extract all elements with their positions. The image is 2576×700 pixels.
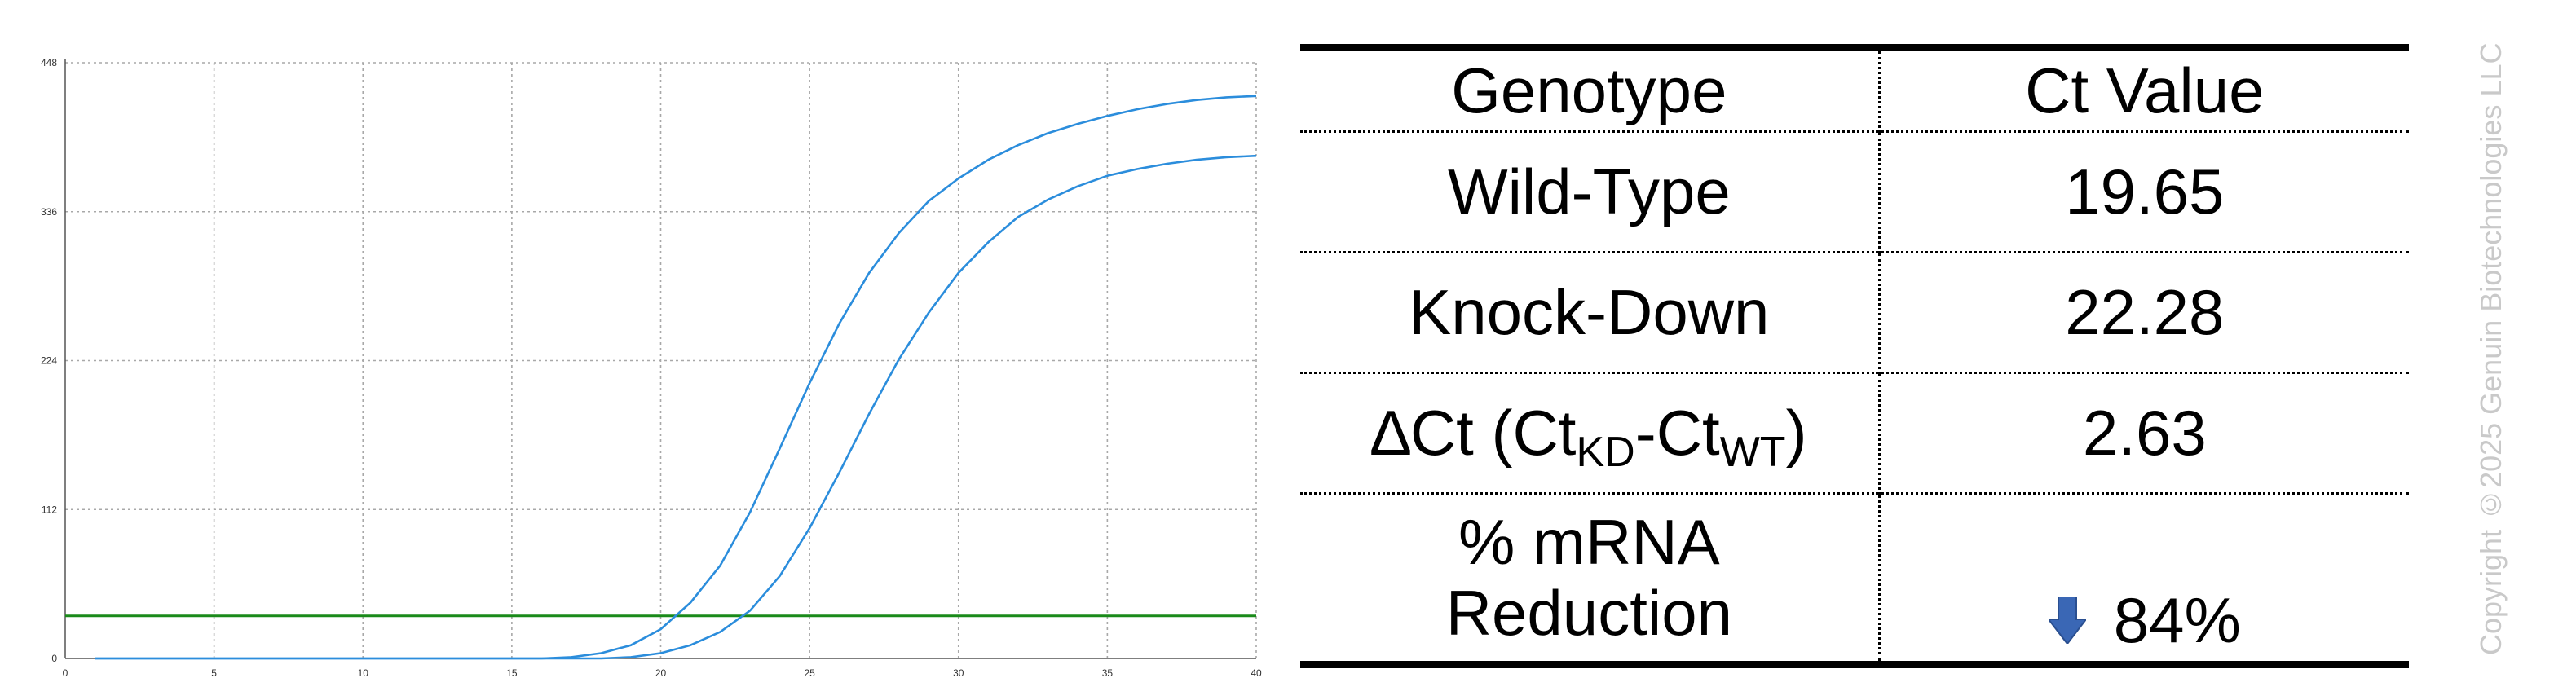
x-tick-label-20: 20 [655,667,667,679]
table-row-knock-down: Knock-Down 22.28 [1300,251,2409,373]
table-row-wild-type: Wild-Type 19.65 [1300,130,2409,253]
table-row-delta-ct: ∆Ct (CtKD-CtWT) 2.63 [1300,372,2409,494]
x-tick-label-5: 5 [211,667,217,679]
amplification-curve-1 [95,95,1257,660]
x-tick-label-10: 10 [358,667,369,679]
delta-ct-value: 2.63 [1879,372,2409,494]
ct-value-header: Ct Value [2025,54,2265,126]
y-tick-label-112: 112 [42,504,57,515]
results-table: Genotype Ct Value Wild-Type 19.65 Knock-… [1300,44,2409,668]
amplification-curve-2 [95,154,1257,660]
delta-ct-label: ∆Ct (CtKD-CtWT) [1300,372,1881,494]
reduction-value-cell: 84% [1879,492,2409,665]
reduction-label-line1: % mRNA [1458,505,1720,578]
y-tick-label-0: 0 [51,653,57,664]
reduction-label-line2: Reduction [1445,577,1732,649]
table-row-reduction: % mRNA Reduction 84% [1300,492,2409,665]
delta-ct-suffix: ) [1785,396,1807,469]
reduction-label: % mRNA Reduction [1300,492,1881,665]
copyright-watermark: Copyright ©2025 Genuin Biotechnologies L… [2474,42,2508,655]
header-row: Genotype Ct Value [1300,47,2409,132]
amplification-plot: 0 5 10 15 20 25 30 35 40 0 112 224 336 448 [41,57,1262,679]
reduction-value: 84% [2113,583,2241,656]
x-tick-label-35: 35 [1102,667,1114,679]
y-tick-label-224: 224 [41,355,57,367]
y-tick-label-336: 336 [41,206,57,218]
knock-down-label: Knock-Down [1300,251,1881,373]
arrow-down-icon [2048,597,2086,645]
wild-type-label: Wild-Type [1300,130,1881,253]
amplification-chart: 0 5 10 15 20 25 30 35 40 0 112 224 336 448 [41,57,1262,679]
x-tick-label-40: 40 [1251,667,1262,679]
delta-ct-dash: -Ct [1634,396,1720,469]
wild-type-ct: 19.65 [1879,130,2409,253]
delta-ct-sub-kd: KD [1576,428,1635,476]
x-tick-label-30: 30 [953,667,964,679]
x-tick-label-25: 25 [804,667,815,679]
delta-ct-sub-wt: WT [1719,428,1786,476]
y-tick-label-448: 448 [41,57,57,68]
x-tick-label-0: 0 [63,667,68,679]
genotype-header: Genotype [1300,47,1881,132]
arrow-down-shape [2048,597,2086,645]
knock-down-ct: 22.28 [1879,251,2409,373]
delta-ct-prefix: ∆Ct (Ct [1371,396,1577,469]
x-tick-label-15: 15 [506,667,518,679]
